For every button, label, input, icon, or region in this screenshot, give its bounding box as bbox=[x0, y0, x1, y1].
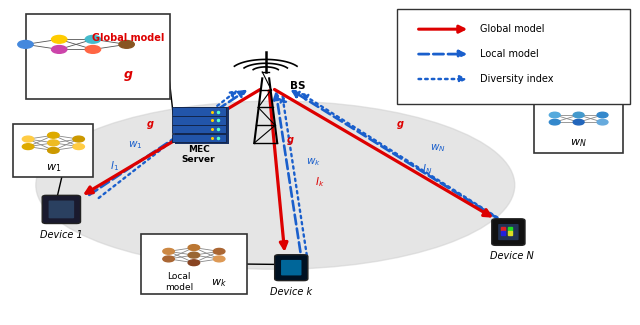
Circle shape bbox=[47, 140, 59, 146]
Text: Global model: Global model bbox=[479, 24, 544, 34]
Circle shape bbox=[573, 119, 584, 125]
FancyBboxPatch shape bbox=[492, 219, 525, 245]
Circle shape bbox=[85, 46, 100, 53]
FancyBboxPatch shape bbox=[172, 116, 226, 124]
Text: g: g bbox=[287, 135, 294, 145]
Text: $I_1$: $I_1$ bbox=[110, 159, 119, 173]
FancyBboxPatch shape bbox=[498, 224, 518, 240]
Text: g: g bbox=[124, 68, 132, 81]
Text: $I_N$: $I_N$ bbox=[422, 162, 433, 176]
Circle shape bbox=[73, 136, 84, 142]
Circle shape bbox=[85, 35, 100, 43]
Circle shape bbox=[163, 256, 174, 262]
Text: MEC
Server: MEC Server bbox=[182, 145, 216, 164]
Circle shape bbox=[18, 41, 33, 48]
Circle shape bbox=[597, 112, 608, 118]
Text: Diversity index: Diversity index bbox=[479, 74, 553, 84]
FancyBboxPatch shape bbox=[49, 201, 74, 218]
FancyBboxPatch shape bbox=[175, 107, 229, 144]
Circle shape bbox=[188, 260, 200, 266]
Text: $w_1$: $w_1$ bbox=[127, 139, 142, 150]
FancyBboxPatch shape bbox=[42, 195, 81, 224]
Circle shape bbox=[22, 144, 34, 150]
Text: Device k: Device k bbox=[270, 287, 312, 297]
Text: Global model: Global model bbox=[92, 33, 164, 43]
Text: $w_N$: $w_N$ bbox=[430, 142, 446, 154]
Text: BS: BS bbox=[290, 82, 305, 91]
FancyBboxPatch shape bbox=[141, 234, 246, 293]
Text: g: g bbox=[396, 119, 403, 129]
FancyBboxPatch shape bbox=[13, 124, 93, 177]
Text: Local
model: Local model bbox=[165, 272, 193, 292]
Circle shape bbox=[22, 136, 34, 142]
Circle shape bbox=[188, 245, 200, 251]
Circle shape bbox=[119, 41, 134, 48]
Circle shape bbox=[73, 144, 84, 150]
Circle shape bbox=[213, 248, 225, 254]
Text: $w_N$: $w_N$ bbox=[570, 137, 587, 149]
Text: $w_1$: $w_1$ bbox=[45, 162, 61, 174]
Circle shape bbox=[549, 112, 560, 118]
FancyBboxPatch shape bbox=[275, 255, 308, 280]
Circle shape bbox=[52, 35, 67, 43]
Text: $I_k$: $I_k$ bbox=[316, 175, 324, 189]
Circle shape bbox=[163, 248, 174, 254]
Circle shape bbox=[47, 148, 59, 153]
FancyBboxPatch shape bbox=[172, 134, 226, 142]
Circle shape bbox=[549, 119, 560, 125]
Circle shape bbox=[213, 256, 225, 262]
Circle shape bbox=[52, 46, 67, 53]
FancyBboxPatch shape bbox=[172, 108, 226, 116]
Circle shape bbox=[573, 112, 584, 118]
Ellipse shape bbox=[36, 101, 515, 269]
Text: Device 1: Device 1 bbox=[40, 230, 83, 240]
FancyBboxPatch shape bbox=[534, 99, 623, 153]
FancyBboxPatch shape bbox=[172, 125, 226, 134]
Circle shape bbox=[47, 132, 59, 138]
Circle shape bbox=[188, 252, 200, 258]
Text: g: g bbox=[147, 119, 154, 129]
Text: $w_k$: $w_k$ bbox=[211, 278, 227, 289]
FancyBboxPatch shape bbox=[397, 9, 630, 104]
Text: $w_k$: $w_k$ bbox=[306, 157, 321, 168]
FancyBboxPatch shape bbox=[26, 14, 170, 99]
Circle shape bbox=[597, 119, 608, 125]
Text: Device N: Device N bbox=[490, 252, 534, 262]
FancyBboxPatch shape bbox=[281, 260, 301, 276]
Text: Local model: Local model bbox=[479, 49, 538, 59]
